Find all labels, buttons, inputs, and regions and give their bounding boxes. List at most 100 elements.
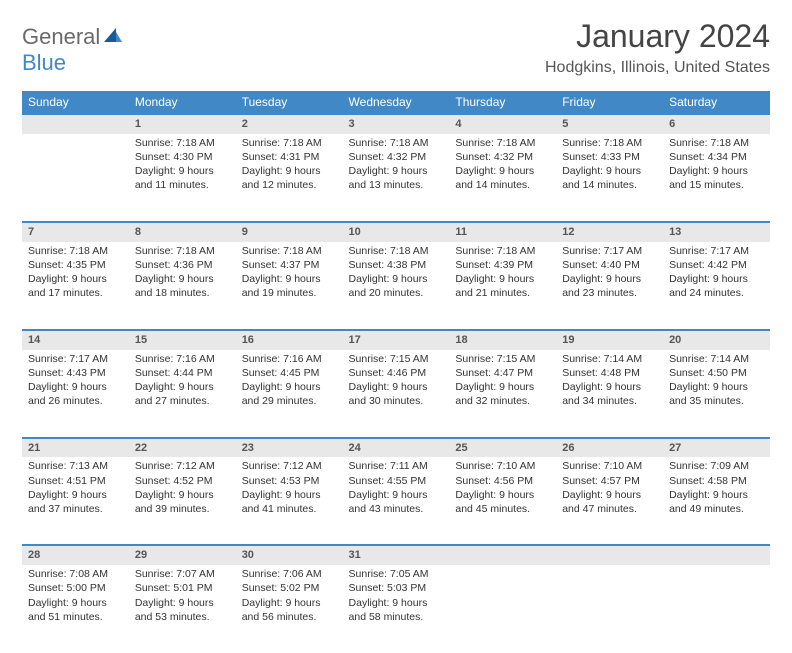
day-cell-header: 1: [129, 114, 236, 134]
sunset-text: Sunset: 4:55 PM: [349, 474, 444, 488]
daylight-text: Daylight: 9 hours and 23 minutes.: [562, 272, 657, 300]
day-cell-header: [556, 545, 663, 565]
day-cell-header: 7: [22, 222, 129, 242]
sunset-text: Sunset: 4:57 PM: [562, 474, 657, 488]
sunrise-text: Sunrise: 7:18 AM: [455, 244, 550, 258]
day-cell-body: [663, 565, 770, 653]
day-number: 25: [449, 439, 556, 458]
sunset-text: Sunset: 4:36 PM: [135, 258, 230, 272]
sunset-text: Sunset: 4:37 PM: [242, 258, 337, 272]
day-cell-header: 9: [236, 222, 343, 242]
day-cell-header: 3: [343, 114, 450, 134]
sunrise-text: Sunrise: 7:05 AM: [349, 567, 444, 581]
daylight-text: Daylight: 9 hours and 56 minutes.: [242, 596, 337, 624]
day-number: 5: [556, 115, 663, 134]
day-number: 21: [22, 439, 129, 458]
sunrise-text: Sunrise: 7:18 AM: [28, 244, 123, 258]
day-cell-header: 14: [22, 330, 129, 350]
daylight-text: Daylight: 9 hours and 26 minutes.: [28, 380, 123, 408]
daynum-row: 78910111213: [22, 222, 770, 242]
week-row: Sunrise: 7:17 AMSunset: 4:43 PMDaylight:…: [22, 350, 770, 438]
sunrise-text: Sunrise: 7:18 AM: [242, 244, 337, 258]
day-cell-body: Sunrise: 7:12 AMSunset: 4:52 PMDaylight:…: [129, 457, 236, 545]
day-cell-header: 17: [343, 330, 450, 350]
day-cell-body: Sunrise: 7:05 AMSunset: 5:03 PMDaylight:…: [343, 565, 450, 653]
day-cell-header: 2: [236, 114, 343, 134]
day-cell-header: 31: [343, 545, 450, 565]
day-number: 6: [663, 115, 770, 134]
daylight-text: Daylight: 9 hours and 30 minutes.: [349, 380, 444, 408]
day-cell-body: Sunrise: 7:08 AMSunset: 5:00 PMDaylight:…: [22, 565, 129, 653]
day-number: 13: [663, 223, 770, 242]
daylight-text: Daylight: 9 hours and 49 minutes.: [669, 488, 764, 516]
daylight-text: Daylight: 9 hours and 15 minutes.: [669, 164, 764, 192]
day-cell-header: 12: [556, 222, 663, 242]
day-number-empty: [556, 546, 663, 565]
day-cell-header: 30: [236, 545, 343, 565]
logo: General Blue: [22, 24, 124, 76]
daylight-text: Daylight: 9 hours and 11 minutes.: [135, 164, 230, 192]
daylight-text: Daylight: 9 hours and 19 minutes.: [242, 272, 337, 300]
day-cell-body: Sunrise: 7:10 AMSunset: 4:57 PMDaylight:…: [556, 457, 663, 545]
day-cell-body: Sunrise: 7:13 AMSunset: 4:51 PMDaylight:…: [22, 457, 129, 545]
daylight-text: Daylight: 9 hours and 14 minutes.: [455, 164, 550, 192]
sunset-text: Sunset: 4:42 PM: [669, 258, 764, 272]
day-cell-header: 15: [129, 330, 236, 350]
day-cell-body: [556, 565, 663, 653]
day-number: 22: [129, 439, 236, 458]
sunrise-text: Sunrise: 7:06 AM: [242, 567, 337, 581]
sunrise-text: Sunrise: 7:18 AM: [349, 136, 444, 150]
sunset-text: Sunset: 5:03 PM: [349, 581, 444, 595]
day-number: 15: [129, 331, 236, 350]
daylight-text: Daylight: 9 hours and 21 minutes.: [455, 272, 550, 300]
day-number: 20: [663, 331, 770, 350]
day-cell-body: Sunrise: 7:15 AMSunset: 4:47 PMDaylight:…: [449, 350, 556, 438]
sunset-text: Sunset: 4:51 PM: [28, 474, 123, 488]
sunrise-text: Sunrise: 7:18 AM: [455, 136, 550, 150]
sunset-text: Sunset: 4:52 PM: [135, 474, 230, 488]
daylight-text: Daylight: 9 hours and 20 minutes.: [349, 272, 444, 300]
daylight-text: Daylight: 9 hours and 17 minutes.: [28, 272, 123, 300]
daylight-text: Daylight: 9 hours and 32 minutes.: [455, 380, 550, 408]
title-block: January 2024 Hodgkins, Illinois, United …: [545, 18, 770, 77]
day-cell-header: 11: [449, 222, 556, 242]
sunset-text: Sunset: 4:46 PM: [349, 366, 444, 380]
sunrise-text: Sunrise: 7:08 AM: [28, 567, 123, 581]
sunrise-text: Sunrise: 7:10 AM: [455, 459, 550, 473]
sunset-text: Sunset: 5:02 PM: [242, 581, 337, 595]
header: General Blue January 2024 Hodgkins, Illi…: [22, 18, 770, 77]
day-number: 31: [343, 546, 450, 565]
day-number: 17: [343, 331, 450, 350]
week-row: Sunrise: 7:08 AMSunset: 5:00 PMDaylight:…: [22, 565, 770, 653]
day-cell-header: 13: [663, 222, 770, 242]
day-cell-body: Sunrise: 7:18 AMSunset: 4:30 PMDaylight:…: [129, 134, 236, 222]
day-number: 12: [556, 223, 663, 242]
day-number: 19: [556, 331, 663, 350]
logo-text-general: General: [22, 24, 100, 49]
weekday-header: Sunday: [22, 91, 129, 114]
calendar-table: SundayMondayTuesdayWednesdayThursdayFrid…: [22, 91, 770, 653]
daylight-text: Daylight: 9 hours and 51 minutes.: [28, 596, 123, 624]
day-number-empty: [449, 546, 556, 565]
sunrise-text: Sunrise: 7:17 AM: [28, 352, 123, 366]
sunrise-text: Sunrise: 7:14 AM: [562, 352, 657, 366]
day-number: 11: [449, 223, 556, 242]
day-cell-header: 28: [22, 545, 129, 565]
daylight-text: Daylight: 9 hours and 43 minutes.: [349, 488, 444, 516]
sunrise-text: Sunrise: 7:09 AM: [669, 459, 764, 473]
day-cell-header: 21: [22, 438, 129, 458]
sunset-text: Sunset: 5:00 PM: [28, 581, 123, 595]
day-cell-header: 29: [129, 545, 236, 565]
weekday-header-row: SundayMondayTuesdayWednesdayThursdayFrid…: [22, 91, 770, 114]
day-cell-body: Sunrise: 7:18 AMSunset: 4:32 PMDaylight:…: [449, 134, 556, 222]
sunset-text: Sunset: 4:58 PM: [669, 474, 764, 488]
sunset-text: Sunset: 4:48 PM: [562, 366, 657, 380]
day-cell-body: Sunrise: 7:10 AMSunset: 4:56 PMDaylight:…: [449, 457, 556, 545]
weekday-header: Wednesday: [343, 91, 450, 114]
weekday-header: Saturday: [663, 91, 770, 114]
daynum-row: 21222324252627: [22, 438, 770, 458]
daylight-text: Daylight: 9 hours and 41 minutes.: [242, 488, 337, 516]
day-number-empty: [663, 546, 770, 565]
daylight-text: Daylight: 9 hours and 37 minutes.: [28, 488, 123, 516]
day-cell-body: Sunrise: 7:17 AMSunset: 4:43 PMDaylight:…: [22, 350, 129, 438]
